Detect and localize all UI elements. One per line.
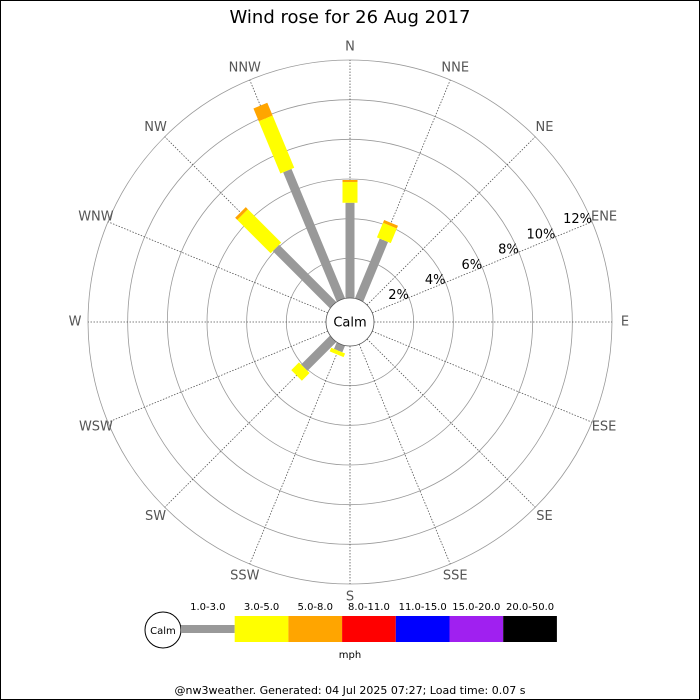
legend-swatch [181,625,235,633]
legend-swatch [288,616,343,642]
legend-label: 11.0-15.0 [399,602,447,613]
bar-segment [301,335,337,371]
direction-label: W [69,315,82,330]
bar-segment [253,102,273,122]
legend-unit: mph [339,650,361,661]
direction-label: WSW [79,420,113,435]
ring-label: 6% [461,258,482,273]
legend-swatch [503,616,557,642]
spoke [366,136,536,306]
direction-label: NNW [229,60,261,75]
direction-label: NE [535,120,553,135]
bar-segment [334,342,345,353]
ring-label: 10% [527,227,556,242]
bar-segment [237,209,282,254]
calm-label: Calm [333,316,366,331]
spoke [358,344,451,565]
spoke [366,338,536,508]
legend-swatch [234,616,289,642]
legend-label: 3.0-5.0 [244,602,279,613]
spoke [107,221,328,314]
bar-segment [235,207,248,220]
spoke [107,330,328,423]
bar-segment [291,362,310,381]
bar-segment [382,219,398,229]
ring [166,138,534,506]
legend-swatch [342,616,396,642]
direction-label: NNE [441,60,469,75]
legend-label: 5.0-8.0 [298,602,333,613]
bar-segment [355,238,389,302]
spoke [372,330,593,423]
legend-swatch [395,616,450,642]
legend-swatch [449,616,504,642]
bar-segment [272,244,337,309]
ring [206,178,494,466]
direction-label: SW [145,509,166,524]
legend: Calm 1.0-3.0 3.0-5.0 5.0-8.0 8.0-11.0 11.0-15… [144,602,557,649]
spoke [372,221,593,314]
ring-label: 4% [425,273,446,288]
legend-label: 20.0-50.0 [506,602,554,613]
legend-label: 8.0-11.0 [348,602,390,613]
legend-calm-label: Calm [150,626,176,637]
bar-segment [283,168,345,302]
direction-label: ESE [592,420,617,435]
direction-label: E [621,315,629,330]
legend-label: 15.0-20.0 [452,602,500,613]
bar-segment [258,115,295,174]
legend-label: 1.0-3.0 [190,602,225,613]
direction-label: N [345,40,355,55]
direction-label: NW [144,120,167,135]
direction-label: SSE [443,569,468,584]
ring-label: 2% [388,288,409,303]
rose: N NNE NE ENE E ESE SE SSE S SSW SW WSW W WNW NW NNW 2% 4%… [69,40,630,605]
direction-label: WNW [78,209,114,224]
footer: @nw3weather. Generated: 04 Jul 2025 07:2… [175,684,526,697]
direction-label: SE [536,509,552,524]
bar-segment [376,222,397,244]
ring-label: 12% [563,212,592,227]
direction-label: SSW [230,569,260,584]
direction-label: ENE [591,209,617,224]
ring-label: 8% [498,243,519,258]
spoke [249,344,342,565]
chart-title: Wind rose for 26 Aug 2017 [230,7,471,28]
bar-segment [329,347,346,358]
direction-label: S [346,590,354,605]
calm-circle [325,297,375,347]
